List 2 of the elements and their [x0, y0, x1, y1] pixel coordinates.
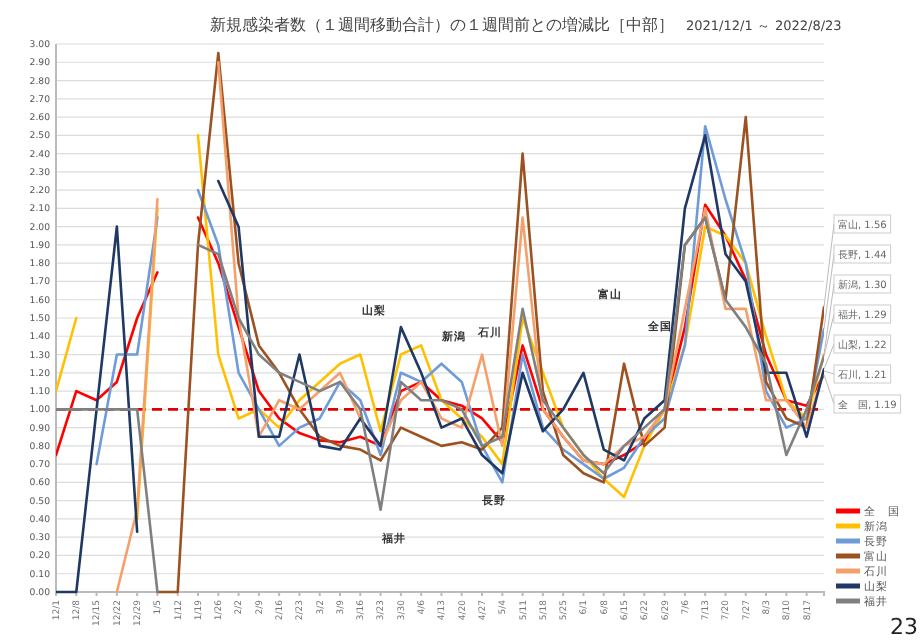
chart-title: 新規感染者数（１週間移動合計）の１週間前との増減比［中部］ — [210, 16, 674, 34]
text: 23 — [890, 614, 918, 640]
